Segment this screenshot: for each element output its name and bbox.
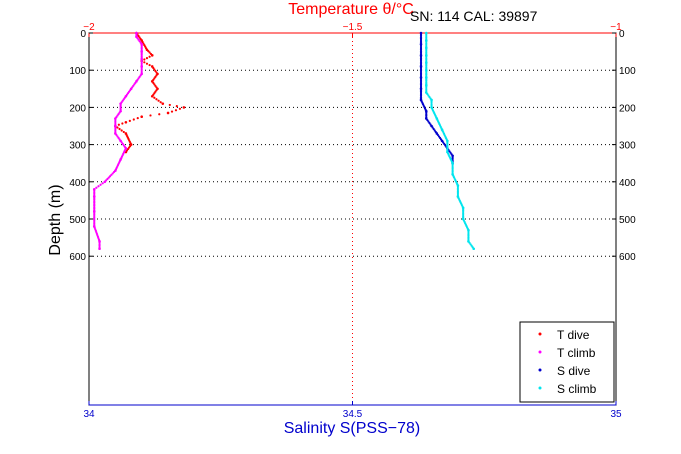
legend: T dive T climb S dive S climb — [519, 321, 615, 403]
data-point — [168, 103, 171, 107]
data-point — [121, 122, 124, 125]
temperature-tick-label: −1.5 — [343, 22, 363, 33]
data-point — [150, 94, 154, 98]
legend-label: S climb — [557, 382, 597, 396]
salinity-tick-label: 34 — [83, 409, 95, 420]
data-point — [132, 118, 135, 121]
data-point — [120, 129, 123, 132]
data-point — [105, 179, 108, 182]
data-point — [106, 177, 109, 181]
data-point — [136, 116, 139, 120]
data-point — [166, 111, 170, 115]
legend-marker — [538, 368, 542, 372]
y-axis-title: Depth (m) — [47, 184, 64, 255]
ticks: −2 −1.5 −1 34 34.5 35 0 0 100 100 200 200 300 300 400 4… — [69, 22, 636, 420]
depth-tick-label-right: 100 — [619, 66, 636, 77]
data-point — [175, 105, 178, 108]
data-point — [111, 172, 114, 175]
data-point — [155, 98, 158, 101]
data-point — [174, 109, 178, 112]
legend-box — [519, 321, 615, 403]
data-point — [143, 58, 146, 61]
depth-tick-label-left: 400 — [69, 178, 86, 189]
data-point — [150, 54, 154, 57]
data-point — [117, 123, 120, 126]
data-point — [182, 106, 186, 109]
data-point — [128, 119, 131, 122]
data-point — [148, 51, 151, 54]
data-point — [92, 187, 96, 191]
data-point — [148, 55, 151, 58]
data-point — [108, 175, 112, 178]
data-point — [122, 130, 125, 134]
series-s-dive — [419, 31, 454, 165]
legend-marker — [538, 332, 542, 336]
depth-tick-label-right: 500 — [619, 215, 636, 226]
legend-label: T climb — [557, 346, 596, 360]
data-point — [147, 50, 150, 53]
data-point — [140, 115, 143, 118]
depth-tick-label-left: 0 — [80, 29, 86, 40]
data-point — [95, 186, 98, 189]
legend-marker — [538, 350, 542, 354]
data-point — [99, 183, 102, 186]
data-point — [158, 113, 161, 116]
sn-cal-label: SN: 114 CAL: 39897 — [410, 8, 538, 24]
depth-tick-label-right: 300 — [619, 141, 636, 152]
depth-tick-label-right: 0 — [619, 29, 625, 40]
depth-tick-label-left: 600 — [69, 252, 86, 263]
data-point — [135, 31, 138, 35]
chart-title: Temperature θ/°C — [288, 1, 414, 18]
data-point — [170, 110, 174, 113]
depth-tick-label-left: 500 — [69, 215, 86, 226]
series-s-climb — [424, 31, 476, 251]
data-point — [118, 127, 121, 131]
data-point — [159, 101, 162, 104]
data-point — [145, 62, 149, 65]
data-point — [153, 96, 156, 99]
legend-marker — [538, 386, 542, 390]
legend-label: T dive — [557, 328, 590, 342]
data-point — [149, 114, 152, 117]
data-point — [101, 182, 104, 185]
data-point — [110, 173, 113, 176]
temperature-tick-label: −2 — [83, 22, 95, 33]
data-point — [145, 57, 149, 60]
data-point — [143, 61, 146, 64]
data-point — [161, 102, 165, 105]
depth-tick-label-left: 300 — [69, 141, 86, 152]
salinity-tick-label: 35 — [610, 409, 622, 420]
data-point — [107, 176, 110, 179]
depth-tick-label-right: 400 — [619, 178, 636, 189]
temperature-tick-label: −1 — [610, 22, 622, 33]
data-point — [178, 107, 182, 110]
depth-tick-label-left: 100 — [69, 66, 86, 77]
data-point — [424, 31, 428, 35]
depth-tick-label-left: 200 — [69, 103, 86, 114]
data-point — [116, 126, 119, 129]
data-point — [124, 120, 128, 124]
legend-label: S dive — [557, 364, 591, 378]
x-axis-title: Salinity S(PSS−78) — [284, 420, 421, 437]
data-point — [148, 63, 151, 67]
data-point — [97, 185, 100, 188]
depth-tick-label-right: 200 — [619, 103, 636, 114]
depth-tick-label-right: 600 — [619, 252, 636, 263]
salinity-tick-label: 34.5 — [343, 409, 363, 420]
data-marks — [92, 31, 476, 251]
series-t-climb — [92, 31, 143, 251]
data-point — [157, 99, 160, 102]
